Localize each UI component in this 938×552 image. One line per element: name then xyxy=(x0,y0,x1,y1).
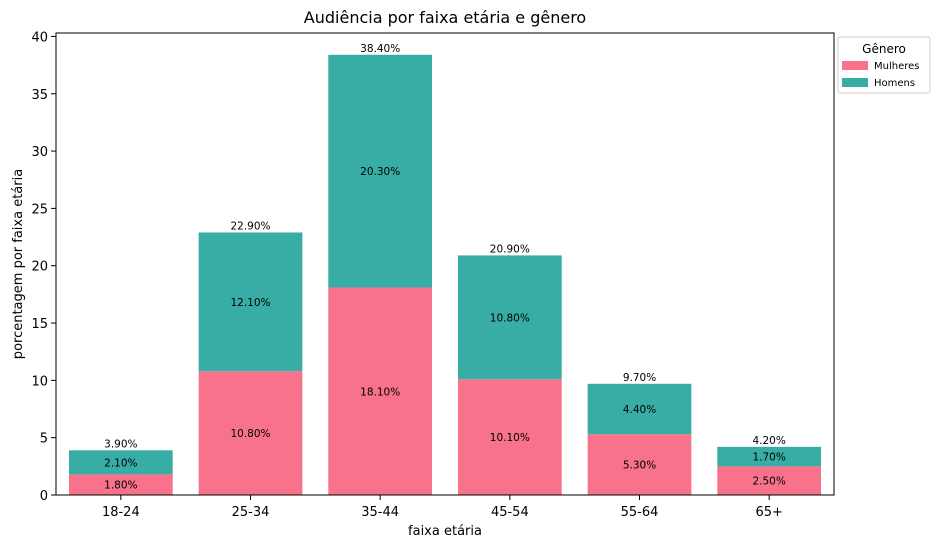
bar-mulheres-55-64 xyxy=(587,434,692,495)
y-tick-label: 15 xyxy=(31,317,48,332)
plot-frame xyxy=(55,32,835,496)
segment-label-mulheres-45-54: 10.10% xyxy=(490,432,530,444)
bar-labels-group: 1.80% 2.10% 3.90% 10.80% 12.10% 22.90% 18.10% 2… xyxy=(104,43,786,492)
bar-mulheres-65+ xyxy=(717,466,822,495)
total-label-55-64: 9.70% xyxy=(623,372,656,384)
segment-label-homens-55-64: 4.40% xyxy=(623,404,656,416)
legend: Gênero Mulheres Homens xyxy=(837,36,931,94)
x-tick-label-45-54: 45-54 xyxy=(491,505,529,520)
bar-homens-25-34 xyxy=(198,232,303,372)
x-tick-label-55-64: 55-64 xyxy=(621,505,659,520)
bar-mulheres-35-44 xyxy=(328,287,433,495)
y-axis: 0 5 10 15 20 25 30 35 40 xyxy=(31,30,56,504)
segment-label-homens-65+: 1.70% xyxy=(752,452,785,464)
legend-swatch-mulheres xyxy=(842,61,868,70)
segment-label-mulheres-55-64: 5.30% xyxy=(623,460,656,472)
bars-group xyxy=(68,54,822,495)
segment-label-mulheres-35-44: 18.10% xyxy=(360,386,400,398)
x-axis-label: faixa etária xyxy=(408,524,482,539)
segment-label-homens-45-54: 10.80% xyxy=(490,312,530,324)
y-tick-label: 5 xyxy=(40,432,48,447)
legend-title: Gênero xyxy=(862,42,906,56)
total-label-25-34: 22.90% xyxy=(230,220,270,232)
x-tick-label-65+: 65+ xyxy=(755,505,782,520)
bar-mulheres-45-54 xyxy=(457,379,562,495)
y-tick-label: 10 xyxy=(31,374,48,389)
bar-mulheres-25-34 xyxy=(198,371,303,495)
y-tick-label: 35 xyxy=(31,88,48,103)
y-tick-label: 25 xyxy=(31,202,48,217)
segment-label-homens-18-24: 2.10% xyxy=(104,457,137,469)
segment-label-homens-35-44: 20.30% xyxy=(360,166,400,178)
total-label-18-24: 3.90% xyxy=(104,438,137,450)
total-label-45-54: 20.90% xyxy=(490,243,530,255)
segment-label-mulheres-25-34: 10.80% xyxy=(230,428,270,440)
x-tick-label-18-24: 18-24 xyxy=(102,505,140,520)
total-label-65+: 4.20% xyxy=(752,435,785,447)
y-tick-label: 40 xyxy=(31,30,48,45)
y-tick-label: 30 xyxy=(31,145,48,160)
segment-label-mulheres-65+: 2.50% xyxy=(752,476,785,488)
x-tick-label-35-44: 35-44 xyxy=(361,505,399,520)
segment-label-mulheres-18-24: 1.80% xyxy=(104,480,137,492)
bar-homens-65+ xyxy=(717,446,822,467)
chart-title: Audiência por faixa etária e gênero xyxy=(304,8,586,27)
x-axis: 18-24 25-34 35-44 45-54 55-64 65+ xyxy=(102,495,783,520)
bar-homens-45-54 xyxy=(457,255,562,380)
legend-swatch-homens xyxy=(842,78,868,87)
legend-label-mulheres: Mulheres xyxy=(874,61,920,72)
bar-homens-55-64 xyxy=(587,383,692,435)
y-tick-label: 0 xyxy=(40,489,48,504)
bar-homens-35-44 xyxy=(328,54,433,288)
y-tick-label: 20 xyxy=(31,260,48,275)
segment-label-homens-25-34: 12.10% xyxy=(230,297,270,309)
x-tick-label-25-34: 25-34 xyxy=(232,505,270,520)
y-axis-label: porcentagem por faixa etária xyxy=(11,169,26,359)
bar-homens-18-24 xyxy=(68,450,173,475)
legend-label-homens: Homens xyxy=(874,78,915,89)
total-label-35-44: 38.40% xyxy=(360,43,400,55)
bar-mulheres-18-24 xyxy=(68,474,173,495)
